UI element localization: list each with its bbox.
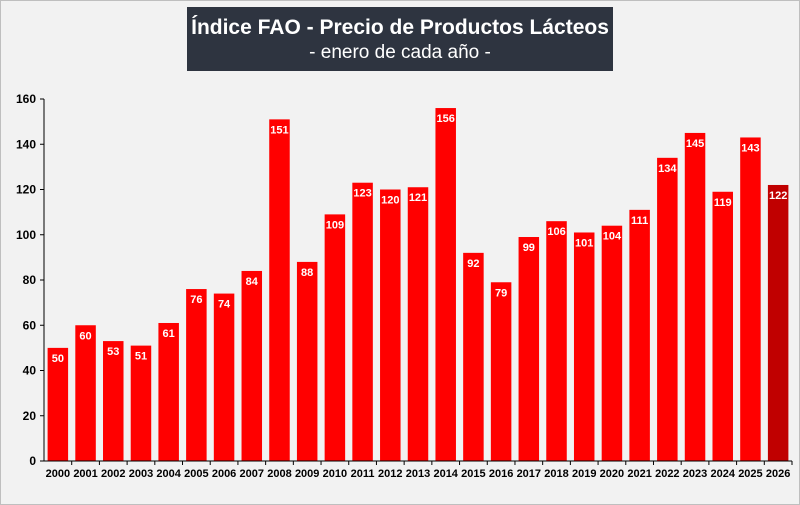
x-tick-label-2008: 2008 xyxy=(267,468,291,480)
bar-2020 xyxy=(601,225,623,461)
data-label-2015: 92 xyxy=(467,258,479,270)
y-tick-label: 120 xyxy=(16,183,36,197)
data-label-2017: 99 xyxy=(523,242,535,254)
bar-2008 xyxy=(269,119,290,462)
data-labels-group: 50 60 53 51 61 76 74 84 151 88 109 123 120 121 156 92 79… xyxy=(52,113,788,365)
data-label-2006: 74 xyxy=(218,299,231,311)
bar-2011 xyxy=(352,182,373,461)
x-tick-label-2024: 2024 xyxy=(710,468,735,480)
data-label-2018: 106 xyxy=(547,226,565,238)
bar-2002 xyxy=(103,341,124,461)
data-label-2003: 51 xyxy=(135,351,147,363)
x-tick-label-2007: 2007 xyxy=(240,468,264,480)
bar-2025 xyxy=(740,137,761,461)
data-label-2016: 79 xyxy=(495,287,507,299)
x-tick-label-2023: 2023 xyxy=(683,468,707,480)
bar-2010 xyxy=(324,214,346,461)
y-tick-label: 0 xyxy=(29,454,36,468)
x-tick-label-2009: 2009 xyxy=(295,468,319,480)
bar-2006 xyxy=(213,293,235,461)
x-tick-label-2018: 2018 xyxy=(544,468,568,480)
bar-2022 xyxy=(657,157,678,461)
bar-2007 xyxy=(241,270,263,461)
data-label-2009: 88 xyxy=(301,267,313,279)
bar-2009 xyxy=(296,261,318,461)
y-tick-label: 80 xyxy=(23,273,37,287)
data-label-2022: 134 xyxy=(658,163,677,175)
y-tick-label: 160 xyxy=(16,92,36,106)
x-tick-label-2012: 2012 xyxy=(378,468,402,480)
y-tick-label: 20 xyxy=(23,409,37,423)
data-label-2023: 145 xyxy=(686,138,704,150)
x-tick-label-2025: 2025 xyxy=(738,468,762,480)
data-label-2024: 119 xyxy=(714,197,732,209)
x-tick-label-2026: 2026 xyxy=(766,468,790,480)
bar-2023 xyxy=(684,132,706,461)
x-tick-label-2000: 2000 xyxy=(46,468,70,480)
bars-group xyxy=(47,108,789,462)
bar-2015 xyxy=(463,252,484,461)
data-label-2002: 53 xyxy=(107,346,119,358)
x-tick-label-2010: 2010 xyxy=(323,468,347,480)
data-label-2021: 111 xyxy=(631,215,648,227)
bar-2013 xyxy=(407,187,429,462)
data-label-2005: 76 xyxy=(190,294,202,306)
bar-2017 xyxy=(518,237,540,461)
chart-title-box: Índice FAO - Precio de Productos Lácteos… xyxy=(187,7,613,71)
data-label-2001: 60 xyxy=(79,330,91,342)
x-tick-label-2020: 2020 xyxy=(600,468,624,480)
x-tick-label-2004: 2004 xyxy=(156,468,181,480)
data-label-2007: 84 xyxy=(246,276,259,288)
bar-2016 xyxy=(490,282,512,461)
y-tick-label: 100 xyxy=(16,228,36,242)
bar-2012 xyxy=(380,189,401,461)
bar-2026 xyxy=(767,184,789,461)
x-tick-label-2005: 2005 xyxy=(184,468,208,480)
data-label-2025: 143 xyxy=(741,142,759,154)
data-label-2012: 120 xyxy=(381,195,399,207)
bar-2014 xyxy=(435,108,456,462)
bar-2021 xyxy=(629,209,650,461)
y-tick-label: 140 xyxy=(16,137,36,151)
bar-2019 xyxy=(573,232,595,461)
bar-2024 xyxy=(712,191,733,461)
data-label-2011: 123 xyxy=(353,188,371,200)
x-tick-label-2001: 2001 xyxy=(73,468,97,480)
x-tick-label-2014: 2014 xyxy=(433,468,458,480)
bar-2018 xyxy=(546,221,567,461)
y-tick-label: 60 xyxy=(23,318,37,332)
x-tick-label-2002: 2002 xyxy=(101,468,125,480)
data-label-2010: 109 xyxy=(326,219,344,231)
x-axis: 2000 2001 2002 2003 2004 2005 2006 2007 2008 2009… xyxy=(44,460,793,480)
bar-2005 xyxy=(186,289,207,461)
x-tick-label-2022: 2022 xyxy=(655,468,679,480)
x-tick-label-2015: 2015 xyxy=(461,468,485,480)
x-tick-label-2019: 2019 xyxy=(572,468,596,480)
data-label-2004: 61 xyxy=(163,328,175,340)
bar-2003 xyxy=(130,345,152,461)
data-label-2014: 156 xyxy=(437,113,455,125)
x-tick-label-2016: 2016 xyxy=(489,468,513,480)
x-tick-label-2011: 2011 xyxy=(351,468,375,480)
data-label-2013: 121 xyxy=(409,192,427,204)
chart-subtitle: - enero de cada año - xyxy=(309,42,491,63)
data-label-2026: 122 xyxy=(769,190,787,202)
x-tick-label-2003: 2003 xyxy=(129,468,153,480)
x-tick-label-2021: 2021 xyxy=(627,468,651,480)
bar-2004 xyxy=(158,322,179,461)
x-tick-label-2017: 2017 xyxy=(517,468,541,480)
chart-title: Índice FAO - Precio de Productos Lácteos xyxy=(191,16,609,39)
data-label-2000: 50 xyxy=(52,353,64,365)
bar-2000 xyxy=(47,347,69,461)
data-label-2008: 151 xyxy=(270,124,288,136)
data-label-2020: 104 xyxy=(603,231,622,243)
y-tick-label: 40 xyxy=(23,364,37,378)
x-tick-label-2006: 2006 xyxy=(212,468,236,480)
bar-2001 xyxy=(75,325,96,461)
data-label-2019: 101 xyxy=(575,237,593,249)
x-tick-label-2013: 2013 xyxy=(406,468,430,480)
y-axis: 0 20 40 60 80 100 120 140 160 xyxy=(16,92,45,468)
